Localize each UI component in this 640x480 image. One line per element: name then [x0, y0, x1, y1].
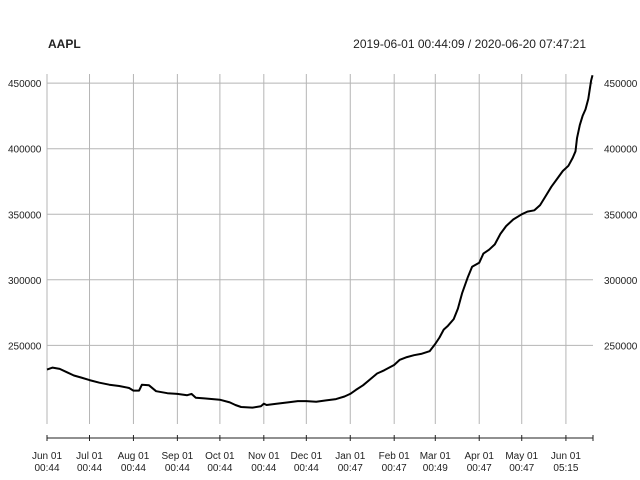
x-tick-label-time: 00:47 [382, 463, 407, 474]
y-tick-label-right: 250000 [604, 341, 638, 352]
x-tick-label-time: 05:15 [553, 463, 578, 474]
y-tick-label-left: 300000 [8, 276, 42, 287]
x-tick-label-time: 00:47 [509, 463, 534, 474]
y-tick-label-left: 250000 [8, 341, 42, 352]
x-tick-label-date: Jul 01 [76, 451, 103, 462]
x-tick-label-time: 00:44 [34, 463, 59, 474]
x-tick-label-time: 00:44 [207, 463, 232, 474]
x-tick-label-time: 00:49 [423, 463, 448, 474]
x-tick-label-time: 00:44 [251, 463, 276, 474]
x-tick-label-date: Sep 01 [162, 451, 194, 462]
x-tick-label-date: Apr 01 [464, 451, 494, 462]
x-tick-label-date: Nov 01 [248, 451, 280, 462]
series-line [46, 75, 594, 409]
y-tick-label-right: 450000 [604, 79, 638, 90]
x-tick-label-date: Jan 01 [335, 451, 365, 462]
chart-title: AAPL [48, 37, 81, 51]
x-tick-label-date: Oct 01 [205, 451, 235, 462]
y-tick-label-right: 350000 [604, 210, 638, 221]
x-tick-label-date: Feb 01 [379, 451, 411, 462]
chart-date-range: 2019-06-01 00:44:09 / 2020-06-20 07:47:2… [353, 37, 586, 51]
x-tick-label-date: May 01 [505, 451, 538, 462]
x-tick-label-date: Jun 01 [551, 451, 581, 462]
y-tick-label-right: 400000 [604, 145, 638, 156]
y-tick-label-left: 450000 [8, 79, 42, 90]
x-tick-label-time: 00:44 [77, 463, 102, 474]
x-tick-label-date: Mar 01 [420, 451, 452, 462]
x-tick-label-time: 00:47 [467, 463, 492, 474]
x-tick-label-date: Aug 01 [118, 451, 150, 462]
x-tick-label-time: 00:47 [338, 463, 363, 474]
x-tick-label-date: Jun 01 [32, 451, 62, 462]
x-tick-label-time: 00:44 [121, 463, 146, 474]
x-tick-label-time: 00:44 [165, 463, 190, 474]
x-tick-label-time: 00:44 [294, 463, 319, 474]
y-tick-label-left: 400000 [8, 145, 42, 156]
y-tick-label-left: 350000 [8, 210, 42, 221]
x-tick-label-date: Dec 01 [290, 451, 322, 462]
y-tick-label-right: 300000 [604, 276, 638, 287]
